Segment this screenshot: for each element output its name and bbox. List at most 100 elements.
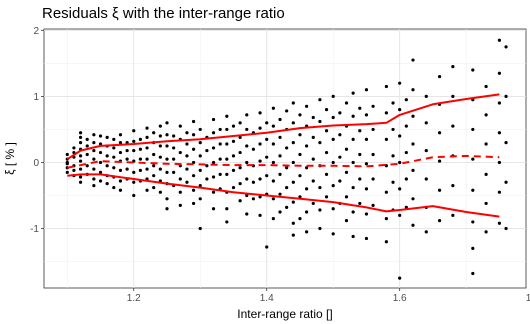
data-point xyxy=(305,166,309,170)
data-point xyxy=(251,147,256,151)
data-point xyxy=(205,177,209,181)
data-point xyxy=(311,179,315,183)
data-point xyxy=(364,212,369,216)
data-point xyxy=(358,201,362,206)
data-point xyxy=(364,187,369,191)
data-point xyxy=(424,177,428,181)
data-point xyxy=(125,157,129,161)
data-point xyxy=(358,106,362,110)
data-point xyxy=(451,183,455,188)
data-point xyxy=(331,160,335,165)
data-point xyxy=(504,94,508,98)
data-point xyxy=(364,88,369,92)
data-point xyxy=(218,157,222,161)
data-point xyxy=(371,104,375,108)
data-point xyxy=(165,170,169,174)
data-point xyxy=(245,144,249,148)
data-point xyxy=(305,144,309,148)
data-point xyxy=(118,141,123,145)
data-point xyxy=(225,207,229,211)
data-point xyxy=(451,65,455,69)
data-point xyxy=(198,226,202,231)
data-point xyxy=(78,154,83,158)
data-point xyxy=(331,232,335,236)
data-point xyxy=(172,170,176,174)
data-point xyxy=(384,217,388,221)
data-point xyxy=(172,146,176,150)
data-point xyxy=(258,126,262,130)
data-point xyxy=(437,131,442,135)
data-point xyxy=(278,117,282,122)
data-point xyxy=(278,154,282,158)
data-point xyxy=(145,135,149,139)
x-tick-label: 1.6 xyxy=(393,293,407,304)
data-point xyxy=(411,142,415,146)
data-point xyxy=(411,168,415,172)
data-point xyxy=(331,207,335,211)
data-point xyxy=(358,177,362,181)
data-point xyxy=(324,172,329,176)
data-point xyxy=(411,58,415,62)
data-point xyxy=(324,150,329,155)
data-point xyxy=(344,170,349,174)
data-point xyxy=(331,137,335,141)
data-point xyxy=(165,133,169,137)
data-point xyxy=(211,131,216,135)
data-point xyxy=(291,180,295,184)
data-point xyxy=(231,139,236,143)
data-point xyxy=(191,147,196,151)
data-point xyxy=(411,197,415,201)
data-point xyxy=(191,160,196,165)
data-point xyxy=(391,154,395,158)
data-point xyxy=(92,148,96,153)
data-point xyxy=(185,167,189,171)
data-point xyxy=(311,135,315,139)
data-point xyxy=(132,129,136,133)
data-point xyxy=(318,226,322,231)
data-point xyxy=(112,146,116,150)
data-point xyxy=(191,174,196,178)
data-point xyxy=(78,167,83,171)
data-point xyxy=(278,192,282,196)
data-point xyxy=(85,137,89,141)
data-point xyxy=(158,190,162,194)
data-point xyxy=(165,121,169,125)
data-point xyxy=(338,179,342,183)
upper-band-line xyxy=(66,93,500,161)
data-point xyxy=(178,124,182,128)
data-point xyxy=(351,137,355,141)
data-point xyxy=(65,160,69,165)
data-point xyxy=(211,207,216,211)
data-point xyxy=(178,177,182,181)
data-point xyxy=(484,142,488,146)
data-point xyxy=(165,207,169,211)
data-point xyxy=(484,230,488,234)
data-point xyxy=(191,133,196,137)
data-point xyxy=(271,217,275,221)
data-point xyxy=(132,148,136,153)
data-point xyxy=(198,141,202,145)
data-point xyxy=(497,71,502,75)
data-point xyxy=(178,190,182,194)
data-point xyxy=(118,133,123,137)
data-point xyxy=(98,142,103,146)
data-point xyxy=(305,104,309,108)
data-point xyxy=(504,180,508,184)
data-point xyxy=(504,226,508,231)
data-point xyxy=(318,208,322,212)
data-point xyxy=(185,131,189,135)
data-point xyxy=(245,212,249,216)
data-point xyxy=(271,160,275,165)
data-point xyxy=(351,234,355,239)
data-point xyxy=(404,98,408,102)
data-point xyxy=(118,179,123,183)
data-point xyxy=(211,160,216,165)
data-point xyxy=(504,141,508,145)
data-point xyxy=(98,179,103,183)
data-point xyxy=(191,201,196,206)
data-point xyxy=(98,150,103,155)
data-point xyxy=(211,146,216,150)
data-point xyxy=(211,175,216,179)
data-point xyxy=(298,174,302,178)
data-point xyxy=(351,185,355,190)
